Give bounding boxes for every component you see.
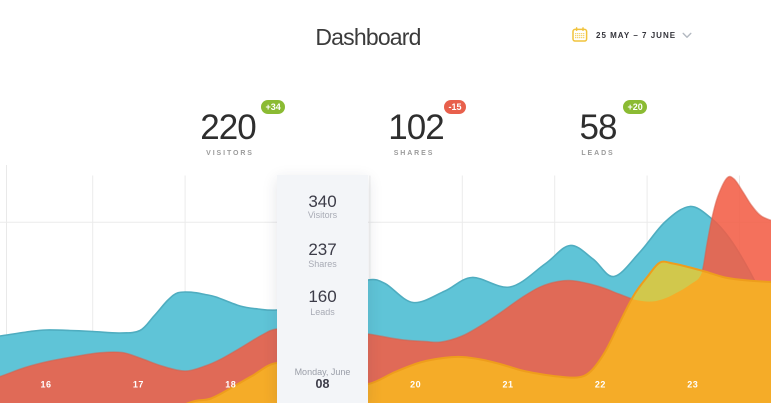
- svg-text:21: 21: [502, 379, 513, 389]
- svg-text:18: 18: [225, 379, 236, 389]
- svg-text:23: 23: [687, 379, 698, 389]
- svg-text:17: 17: [133, 379, 144, 389]
- svg-text:20: 20: [410, 379, 421, 389]
- svg-text:22: 22: [595, 379, 606, 389]
- svg-text:16: 16: [40, 379, 51, 389]
